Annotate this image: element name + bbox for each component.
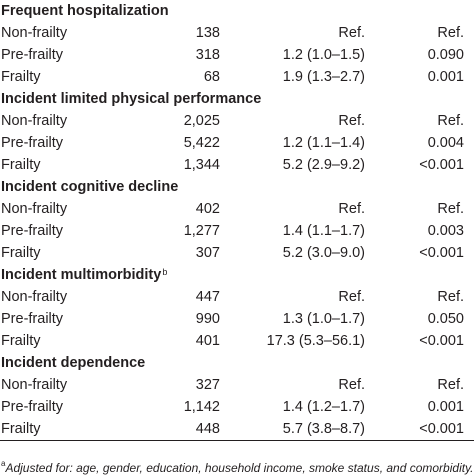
table-row: Pre-frailty 990 1.3 (1.0–1.7) 0.050 [0,308,474,330]
table-row: Frailty 68 1.9 (1.3–2.7) 0.001 [0,66,474,88]
row-label: Non-frailty [1,377,68,393]
row-count: 307 [195,245,220,261]
row-label: Pre-frailty [1,135,64,151]
table-row: Pre-frailty 318 1.2 (1.0–1.5) 0.090 [0,44,474,66]
row-count: 327 [195,377,220,393]
row-count: 402 [195,201,220,217]
table-row: Frailty 307 5.2 (3.0–9.0) <0.001 [0,242,474,264]
row-count: 1,142 [183,399,220,415]
row-p-value: <0.001 [419,245,464,261]
section-title-text: Frequent hospitalization [1,3,169,19]
row-count: 68 [203,69,220,85]
row-odds-ratio: 5.7 (3.8–8.7) [282,421,365,437]
row-label: Pre-frailty [1,311,64,327]
row-count: 448 [195,421,220,437]
row-odds-ratio: 1.4 (1.2–1.7) [282,399,365,415]
results-table: Frequent hospitalization Non-frailty 138… [0,0,474,441]
row-p-value: 0.050 [427,311,464,327]
row-p-value: 0.001 [427,69,464,85]
section-title: Incident limited physical performance [0,88,474,110]
row-p-value: Ref. [437,201,464,217]
row-odds-ratio: 17.3 (5.3–56.1) [266,333,365,349]
row-count: 401 [195,333,220,349]
row-label: Non-frailty [1,25,68,41]
table-row: Pre-frailty 1,142 1.4 (1.2–1.7) 0.001 [0,396,474,418]
row-odds-ratio: Ref. [338,377,365,393]
row-label: Frailty [1,245,41,261]
row-odds-ratio: 5.2 (3.0–9.0) [282,245,365,261]
row-p-value: Ref. [437,289,464,305]
table-bottom-rule [0,440,474,441]
row-label: Frailty [1,421,41,437]
row-p-value: 0.001 [427,399,464,415]
table-row: Frailty 1,344 5.2 (2.9–9.2) <0.001 [0,154,474,176]
row-odds-ratio: 1.2 (1.0–1.5) [282,47,365,63]
row-count: 2,025 [183,113,220,129]
row-label: Frailty [1,69,41,85]
table-row: Frailty 401 17.3 (5.3–56.1) <0.001 [0,330,474,352]
row-label: Frailty [1,157,41,173]
row-p-value: <0.001 [419,333,464,349]
footnote-marker: a [1,459,6,468]
section-title-text: Incident multimorbidity [1,267,162,283]
row-odds-ratio: 5.2 (2.9–9.2) [282,157,365,173]
section-title-text: Incident limited physical performance [1,91,262,107]
table-row: Non-frailty 327 Ref. Ref. [0,374,474,396]
table-row: Pre-frailty 1,277 1.4 (1.1–1.7) 0.003 [0,220,474,242]
table-row: Non-frailty 402 Ref. Ref. [0,198,474,220]
row-odds-ratio: 1.3 (1.0–1.7) [282,311,365,327]
row-label: Pre-frailty [1,223,64,239]
section-title-text: Incident cognitive decline [1,179,179,195]
row-label: Pre-frailty [1,399,64,415]
row-p-value: 0.090 [427,47,464,63]
row-label: Non-frailty [1,113,68,129]
row-odds-ratio: 1.2 (1.1–1.4) [282,135,365,151]
row-p-value: Ref. [437,377,464,393]
footnote: aAdjusted for: age, gender, education, h… [1,459,474,475]
row-count: 1,277 [183,223,220,239]
table-row: Pre-frailty 5,422 1.2 (1.1–1.4) 0.004 [0,132,474,154]
section-title: Frequent hospitalization [0,0,474,22]
row-label: Non-frailty [1,201,68,217]
row-label: Pre-frailty [1,47,64,63]
row-odds-ratio: Ref. [338,201,365,217]
row-count: 5,422 [183,135,220,151]
table-row: Frailty 448 5.7 (3.8–8.7) <0.001 [0,418,474,440]
row-odds-ratio: Ref. [338,289,365,305]
row-p-value: Ref. [437,25,464,41]
row-p-value: <0.001 [419,157,464,173]
table-row: Non-frailty 138 Ref. Ref. [0,22,474,44]
row-p-value: <0.001 [419,421,464,437]
section-title: Incident dependence [0,352,474,374]
table-row: Non-frailty 447 Ref. Ref. [0,286,474,308]
table-row: Non-frailty 2,025 Ref. Ref. [0,110,474,132]
footnote-text: Adjusted for: age, gender, education, ho… [5,461,474,475]
row-odds-ratio: Ref. [338,25,365,41]
row-odds-ratio: Ref. [338,113,365,129]
row-odds-ratio: 1.4 (1.1–1.7) [282,223,365,239]
section-title: Incident cognitive decline [0,176,474,198]
footnote-marker: b [162,267,168,277]
row-label: Non-frailty [1,289,68,305]
row-p-value: 0.004 [427,135,464,151]
row-odds-ratio: 1.9 (1.3–2.7) [282,69,365,85]
row-count: 318 [195,47,220,63]
row-count: 1,344 [183,157,220,173]
row-label: Frailty [1,333,41,349]
row-count: 990 [195,311,220,327]
row-p-value: 0.003 [427,223,464,239]
row-count: 138 [195,25,220,41]
section-title: Incident multimorbidityb [0,264,474,286]
row-count: 447 [195,289,220,305]
row-p-value: Ref. [437,113,464,129]
section-title-text: Incident dependence [1,355,146,371]
